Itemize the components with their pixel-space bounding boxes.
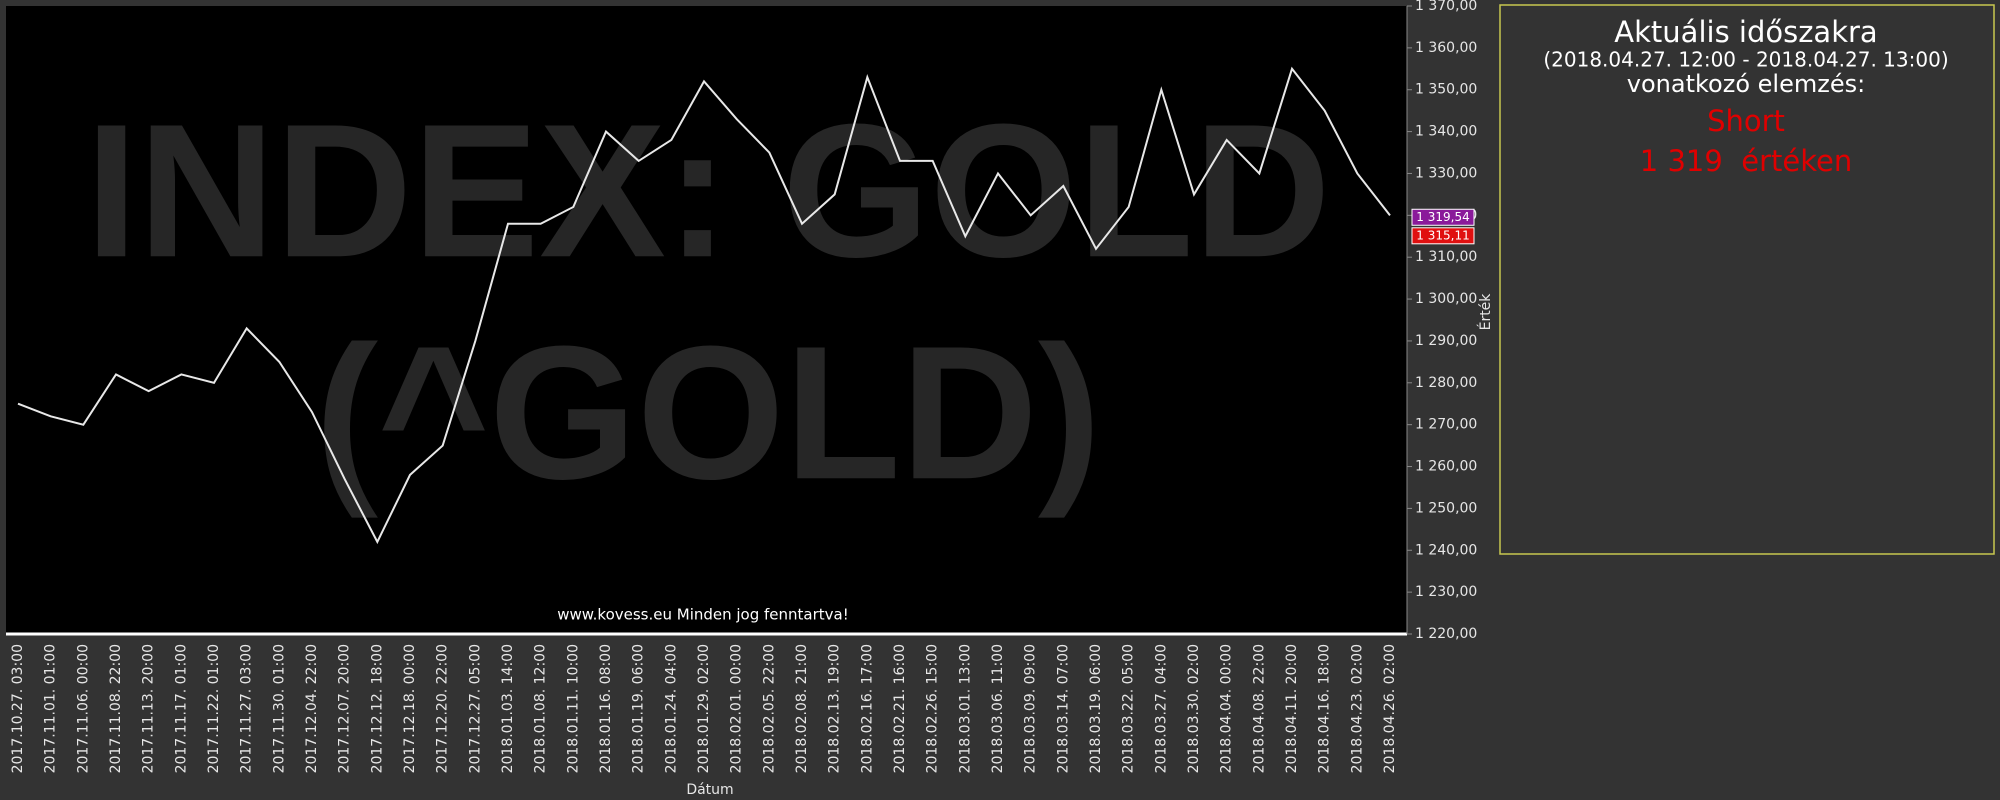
analysis-panel [1499, 4, 1995, 555]
x-tick-label: 2018.04.23. 02:00 [1349, 644, 1365, 773]
y-tick-label: 1 350,00 [1415, 82, 1477, 98]
x-tick-label: 2018.03.14. 07:00 [1055, 644, 1071, 773]
x-tick-label: 2017.11.13. 20:00 [141, 644, 157, 773]
x-tick-label: 2017.11.01. 01:00 [43, 644, 59, 773]
x-tick-label: 2017.11.08. 22:00 [108, 644, 124, 773]
x-tick-label: 2017.11.17. 01:00 [173, 644, 189, 773]
x-tick-label: 2017.10.27. 03:00 [10, 644, 26, 773]
x-tick-label: 2017.12.27. 05:00 [467, 644, 483, 773]
x-tick-label: 2018.04.08. 22:00 [1251, 644, 1267, 773]
y-tick-label: 1 220,00 [1415, 626, 1477, 642]
footer: www.kovess.eu Minden jog fenntartva! [557, 606, 849, 624]
y-tick-label: 1 280,00 [1415, 375, 1477, 391]
x-tick-label: 2018.02.26. 15:00 [925, 644, 941, 773]
x-tick-label: 2018.04.16. 18:00 [1317, 644, 1333, 773]
y-tick-label: 1 340,00 [1415, 124, 1477, 140]
y-tick-label: 1 310,00 [1415, 249, 1477, 265]
x-tick-label: 2018.01.03. 14:00 [500, 644, 516, 773]
x-tick-label: 2017.12.20. 22:00 [435, 644, 451, 773]
price-line [17, 66, 1391, 545]
x-tick-label: 2017.11.30. 01:00 [271, 644, 287, 773]
x-tick-label: 2018.04.26. 02:00 [1382, 644, 1398, 773]
x-tick-label: 2017.12.07. 20:00 [337, 644, 353, 773]
x-tick-label: 2018.01.19. 06:00 [631, 644, 647, 773]
y-tick-label: 1 260,00 [1415, 459, 1477, 475]
y-tick-label: 1 270,00 [1415, 417, 1477, 433]
x-tick-label: 2018.03.27. 04:00 [1153, 644, 1169, 773]
panel-period: (2018.04.27. 12:00 - 2018.04.27. 13:00) [1543, 48, 1948, 72]
x-tick-label: 2018.01.24. 04:00 [663, 644, 679, 773]
y-tick-label: 1 300,00 [1415, 291, 1477, 307]
x-tick-label: 2017.11.22. 01:00 [206, 644, 222, 773]
x-tick-label: 2017.11.27. 03:00 [239, 644, 255, 773]
panel-title: Aktuális időszakra [1614, 15, 1877, 49]
watermark: INDEX: GOLD [85, 85, 1331, 297]
x-tick-label: 2018.01.11. 10:00 [565, 644, 581, 773]
x-tick-label: 2017.11.06. 00:00 [75, 644, 91, 773]
watermark: (^GOLD) [315, 307, 1101, 519]
y-tick-label: 1 330,00 [1415, 165, 1477, 181]
x-tick-label: 2018.03.09. 09:00 [1023, 644, 1039, 773]
panel-subtitle: vonatkozó elemzés: [1627, 70, 1865, 98]
y-tick-label: 1 230,00 [1415, 584, 1477, 600]
x-tick-label: 2018.03.01. 13:00 [957, 644, 973, 773]
x-tick-label: 2018.02.16. 17:00 [859, 644, 875, 773]
x-tick-label: 2018.03.06. 11:00 [990, 644, 1006, 773]
price-tag-label: 1 315,11 [1416, 228, 1469, 242]
x-tick-label: 2018.02.08. 21:00 [794, 644, 810, 773]
x-tick-label: 2018.02.01. 00:00 [729, 644, 745, 773]
price-tag-label: 1 319,54 [1416, 210, 1469, 224]
x-tick-label: 2018.01.08. 12:00 [533, 644, 549, 773]
panel-level: 1 319 értéken [1640, 144, 1852, 178]
price-tag [1411, 227, 1475, 245]
x-tick-label: 2018.02.13. 19:00 [827, 644, 843, 773]
x-tick-label: 2018.03.30. 02:00 [1186, 644, 1202, 773]
x-tick-label: 2017.12.04. 22:00 [304, 644, 320, 773]
y-axis-title: Érték [1477, 293, 1494, 331]
plot-area [6, 6, 1407, 634]
price-tag [1411, 208, 1475, 226]
x-tick-label: 2018.01.16. 08:00 [598, 644, 614, 773]
y-tick-label: 1 250,00 [1415, 500, 1477, 516]
x-tick-label: 2018.02.21. 16:00 [892, 644, 908, 773]
x-tick-label: 2018.03.22. 05:00 [1121, 644, 1137, 773]
x-tick-label: 2018.03.19. 06:00 [1088, 644, 1104, 773]
y-tick-label: 1 240,00 [1415, 542, 1477, 558]
y-tick-label: 1 370,00 [1415, 0, 1477, 14]
x-tick-label: 2018.02.05. 22:00 [761, 644, 777, 773]
x-axis-title: Dátum [686, 782, 733, 798]
x-tick-label: 2018.01.29. 02:00 [696, 644, 712, 773]
x-tick-label: 2018.04.11. 20:00 [1284, 644, 1300, 773]
x-tick-label: 2017.12.12. 18:00 [369, 644, 385, 773]
x-tick-label: 2018.04.04. 00:00 [1219, 644, 1235, 773]
y-tick-label: 1 360,00 [1415, 40, 1477, 56]
y-tick-label: 1 290,00 [1415, 333, 1477, 349]
panel-signal: Short [1707, 104, 1785, 138]
x-tick-label: 2017.12.18. 00:00 [402, 644, 418, 773]
